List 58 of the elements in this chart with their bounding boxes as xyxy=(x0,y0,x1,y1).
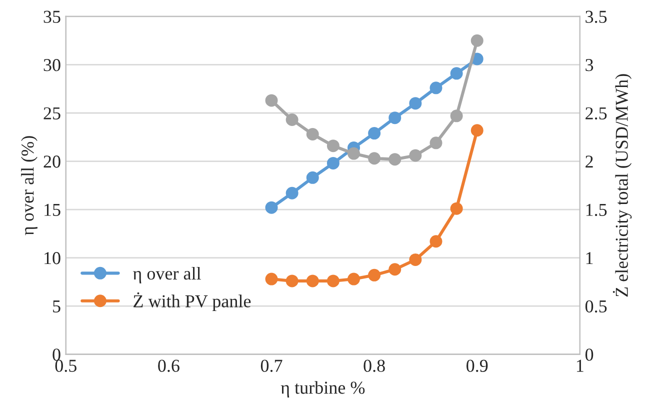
y2-tick-label: 3.5 xyxy=(586,10,607,23)
x-axis-title: η turbine % xyxy=(280,381,365,398)
point xyxy=(306,171,319,184)
x-tick-label: 0.9 xyxy=(466,360,488,372)
y-tick-label: 20 xyxy=(44,156,60,168)
x-tick-label: 0.5 xyxy=(55,360,76,372)
point xyxy=(326,156,340,170)
y-tick-label: 25 xyxy=(44,107,60,120)
y-tick-label: 15 xyxy=(44,204,60,216)
point xyxy=(450,67,463,80)
point xyxy=(348,272,360,286)
point xyxy=(326,274,340,288)
point xyxy=(265,94,278,107)
point xyxy=(450,202,463,215)
x-tick-label: 0.8 xyxy=(364,360,385,372)
y2-tick-label: 1.5 xyxy=(586,204,607,216)
point xyxy=(409,253,422,266)
y-tick-label: 5 xyxy=(53,300,60,312)
point xyxy=(286,274,298,288)
point xyxy=(450,110,463,122)
point xyxy=(368,268,381,282)
point xyxy=(409,97,422,110)
y-tick-label: 10 xyxy=(44,252,60,264)
point xyxy=(430,136,442,150)
point xyxy=(286,114,298,126)
point xyxy=(430,82,442,94)
point xyxy=(368,127,381,140)
y2-tick-label: 1 xyxy=(586,252,593,264)
point xyxy=(265,272,278,286)
y-tick-label: 30 xyxy=(44,59,60,72)
y2-tick-label: 3 xyxy=(586,59,594,72)
point xyxy=(470,34,484,47)
y2-tick-label: 2.5 xyxy=(586,107,607,120)
y-tick-label: 0 xyxy=(52,348,60,361)
legend-label: η over all xyxy=(132,266,201,284)
y2-axis-title: Ż electricity total (USD/MWh) xyxy=(612,74,632,297)
x-tick-label: 0.7 xyxy=(260,360,282,372)
point xyxy=(306,274,319,288)
y-tick-label: 35 xyxy=(44,10,60,23)
point xyxy=(388,263,402,276)
point xyxy=(326,140,340,152)
point xyxy=(388,153,402,166)
y2-tick-label: 2 xyxy=(586,156,593,168)
y-axis-title: η over all (%) xyxy=(21,136,38,236)
point xyxy=(430,235,442,248)
x-tick-label: 1 xyxy=(576,360,584,372)
point xyxy=(286,186,298,200)
point xyxy=(265,201,278,214)
y2-tick-label: 0.5 xyxy=(585,300,607,313)
legend-label: Ż with PV panle xyxy=(134,292,251,312)
point xyxy=(388,112,402,124)
point xyxy=(470,124,484,137)
y2-tick-label: 0 xyxy=(585,348,594,361)
point xyxy=(306,128,319,140)
x-tick-label: 0.6 xyxy=(158,360,180,372)
point xyxy=(409,149,422,162)
point xyxy=(348,147,360,160)
point xyxy=(368,152,381,165)
